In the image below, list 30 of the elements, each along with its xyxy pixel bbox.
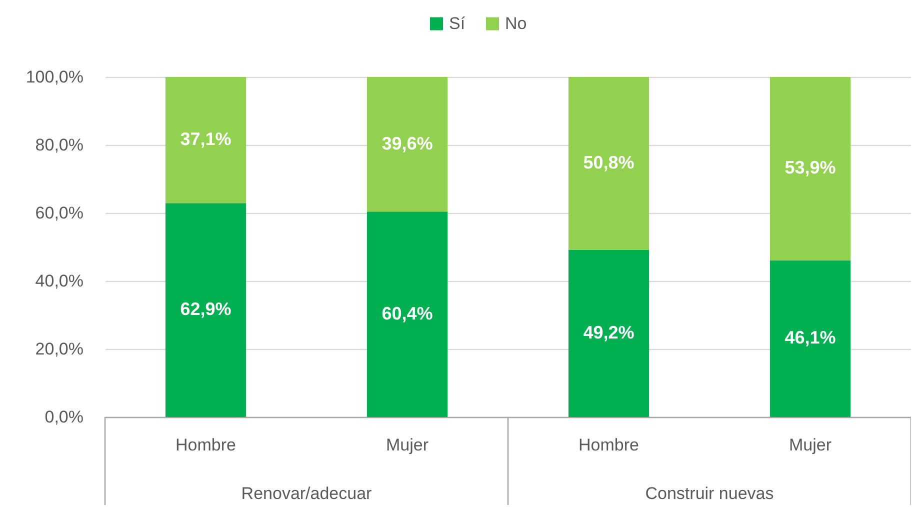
text: Renovar/adecuar bbox=[241, 484, 372, 503]
bar bbox=[568, 250, 650, 417]
data-label: 39,6% bbox=[382, 133, 433, 154]
x-tick-label: Hombre bbox=[176, 436, 236, 454]
bar bbox=[366, 212, 448, 417]
data-label: 62,9% bbox=[180, 299, 232, 320]
x-tick-label: Mujer bbox=[386, 436, 429, 454]
data-label: 60,4% bbox=[382, 303, 433, 324]
y-tick-label: 100,0% bbox=[26, 68, 84, 86]
y-tick-label: 80,0% bbox=[35, 136, 84, 154]
data-label: 37,1% bbox=[180, 129, 232, 150]
data-label: 46,1% bbox=[784, 328, 836, 348]
bar bbox=[770, 260, 851, 417]
data-label: 50,8% bbox=[583, 152, 634, 172]
y-tick-label: 60,0% bbox=[35, 204, 84, 222]
bar bbox=[165, 203, 246, 417]
data-label: 49,2% bbox=[583, 322, 634, 342]
legend-label: Sí bbox=[449, 14, 466, 33]
bar bbox=[366, 77, 448, 212]
text: Construir nuevas bbox=[645, 484, 774, 503]
y-tick-label: 20,0% bbox=[35, 340, 84, 358]
x-tick-label: Mujer bbox=[788, 436, 832, 454]
bar bbox=[568, 77, 650, 250]
data-label: 53,9% bbox=[784, 158, 836, 178]
bar bbox=[165, 77, 246, 204]
x-tick-label: Hombre bbox=[578, 436, 639, 454]
bar bbox=[770, 77, 851, 260]
y-tick-label: 40,0% bbox=[35, 272, 84, 290]
y-tick-label: 0,0% bbox=[44, 408, 84, 426]
legend-label: No bbox=[505, 14, 527, 33]
